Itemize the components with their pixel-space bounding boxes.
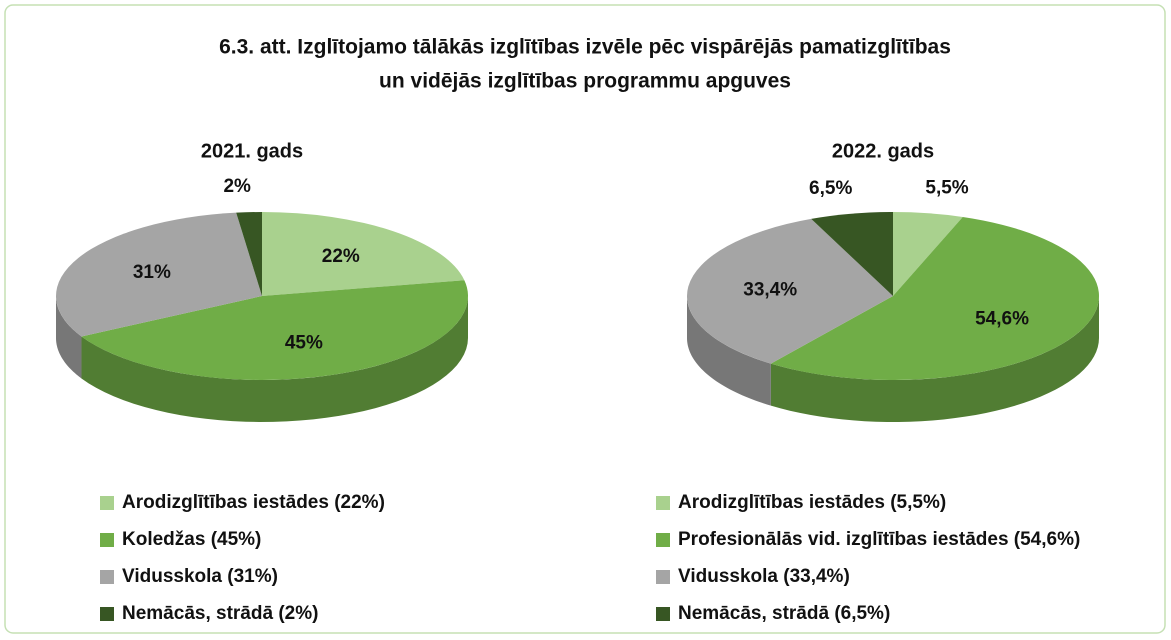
- slice-side: [56, 296, 82, 379]
- legend-label: Koledžas (45%): [122, 529, 261, 550]
- chart-title: un vidējās izglītības programmu apguves: [379, 70, 791, 93]
- legend-swatch: [656, 496, 670, 510]
- data-label: 22%: [322, 246, 360, 267]
- slice-side: [770, 296, 1099, 422]
- legend-swatch: [100, 607, 114, 621]
- legend-label: Vidusskola (31%): [122, 566, 278, 587]
- legend-label: Profesionālās vid. izglītības iestādes (…: [678, 529, 1080, 550]
- slice-side: [687, 296, 771, 406]
- data-label: 45%: [285, 332, 323, 353]
- legend-swatch: [656, 533, 670, 547]
- legend-swatch: [656, 570, 670, 584]
- chart-title: 6.3. att. Izglītojamo tālākās izglītības…: [219, 36, 951, 59]
- legend-label: Arodizglītības iestādes (5,5%): [678, 492, 946, 513]
- slice: [687, 218, 893, 364]
- legend-label: Arodizglītības iestādes (22%): [122, 492, 385, 513]
- pie-title: 2021. gads: [201, 140, 303, 162]
- slice: [811, 212, 893, 296]
- slice: [236, 212, 262, 296]
- data-label: 54,6%: [975, 309, 1029, 330]
- legend-swatch: [100, 496, 114, 510]
- legend-swatch: [100, 533, 114, 547]
- data-label: 31%: [133, 262, 171, 283]
- data-label: 2%: [223, 176, 251, 197]
- slice: [56, 212, 262, 337]
- legend-label: Vidusskola (33,4%): [678, 566, 850, 587]
- legend-swatch: [100, 570, 114, 584]
- slice: [262, 212, 465, 296]
- data-label: 33,4%: [743, 279, 797, 300]
- legend-label: Nemācās, strādā (6,5%): [678, 603, 890, 624]
- slice: [770, 216, 1099, 380]
- frame: [4, 4, 1166, 634]
- legend-label: Nemācās, strādā (2%): [122, 603, 318, 624]
- legend-swatch: [656, 607, 670, 621]
- data-label: 5,5%: [925, 177, 968, 198]
- data-label: 6,5%: [809, 178, 852, 199]
- slice: [81, 280, 468, 380]
- pie-title: 2022. gads: [832, 140, 934, 162]
- slice: [893, 212, 963, 296]
- slice-side: [81, 296, 468, 422]
